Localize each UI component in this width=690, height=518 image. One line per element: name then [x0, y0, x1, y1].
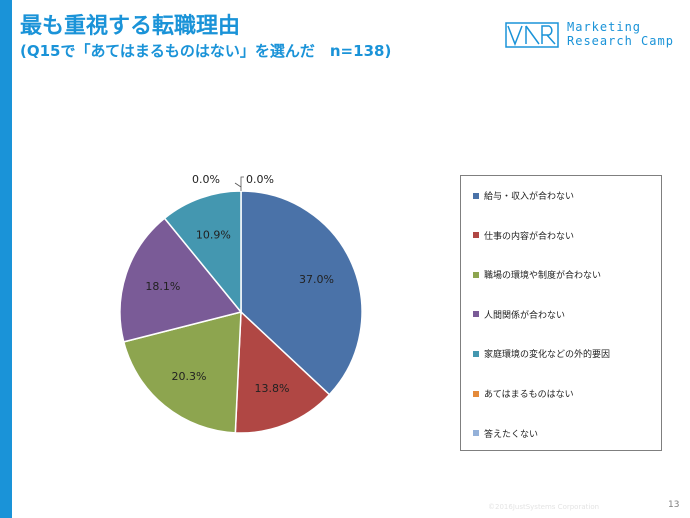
legend-swatch	[473, 390, 479, 397]
logo-text: Marketing Research Camp	[567, 20, 674, 48]
pie-slice-4	[119, 217, 243, 343]
slice-data-label-3: 20.3%	[172, 370, 207, 383]
chart-legend: 給与・収入が合わない 仕事の内容が合わない職場の環境や制度が合わない 人間関係が合わ…	[460, 175, 662, 451]
slice-data-label-4: 18.1%	[145, 280, 180, 293]
legend-item-6: あてはまるものはない	[473, 387, 574, 401]
pie-slice-2	[234, 310, 331, 434]
legend-swatch	[473, 192, 479, 199]
legend-label: あてはまるものはない	[484, 390, 574, 400]
logo-line-2: Research Camp	[567, 34, 674, 48]
legend-swatch	[473, 271, 479, 278]
legend-item-7: 答えたくない	[473, 427, 538, 441]
page-title: 最も重視する転職理由	[20, 14, 241, 39]
pie-slice-5	[163, 190, 242, 315]
left-accent-bar	[0, 0, 12, 518]
legend-label: 答えたくない	[484, 429, 539, 440]
slice-data-label-1: 37.0%	[299, 273, 334, 286]
marketing-research-camp-logo: Marketing Research Camp	[505, 20, 685, 52]
legend-item-5: 家庭環境の変化などの外的要因	[473, 347, 610, 361]
legend-label: 給与・収入が合わない	[484, 192, 575, 202]
zero-value-leader-line	[234, 176, 244, 191]
legend-label: 仕事の内容が合わない	[484, 231, 575, 242]
legend-swatch	[473, 350, 479, 357]
pie-slice-1	[240, 190, 363, 396]
slice-data-label-2: 13.8%	[255, 382, 290, 395]
mrc-logo-icon	[505, 22, 559, 48]
pie-slice-3	[122, 311, 242, 434]
legend-swatch	[473, 430, 479, 437]
copyright-text: ©2016JustSystems Corporation	[488, 503, 600, 511]
slice-data-label-6: 0.0%	[192, 173, 220, 186]
slice-data-label-7: 0.0%	[246, 173, 274, 186]
legend-swatch	[473, 311, 479, 318]
legend-item-3: 職場の環境や制度が合わない	[473, 268, 601, 282]
legend-label: 家庭環境の変化などの外的要因	[484, 350, 611, 361]
page-subtitle: (Q15で「あてはまるものはない」を選んだ n=138)	[20, 42, 392, 60]
legend-item-2: 仕事の内容が合わない	[473, 229, 574, 243]
page-number: 13	[668, 500, 680, 510]
slice-data-label-5: 10.9%	[196, 228, 231, 241]
legend-swatch	[473, 232, 479, 239]
legend-label: 人間関係が合わない	[484, 310, 566, 321]
legend-item-4: 人間関係が合わない	[473, 308, 565, 322]
legend-item-1: 給与・収入が合わない	[473, 189, 574, 203]
logo-line-1: Marketing	[567, 20, 642, 34]
legend-label: 職場の環境や制度が合わない	[484, 271, 602, 282]
